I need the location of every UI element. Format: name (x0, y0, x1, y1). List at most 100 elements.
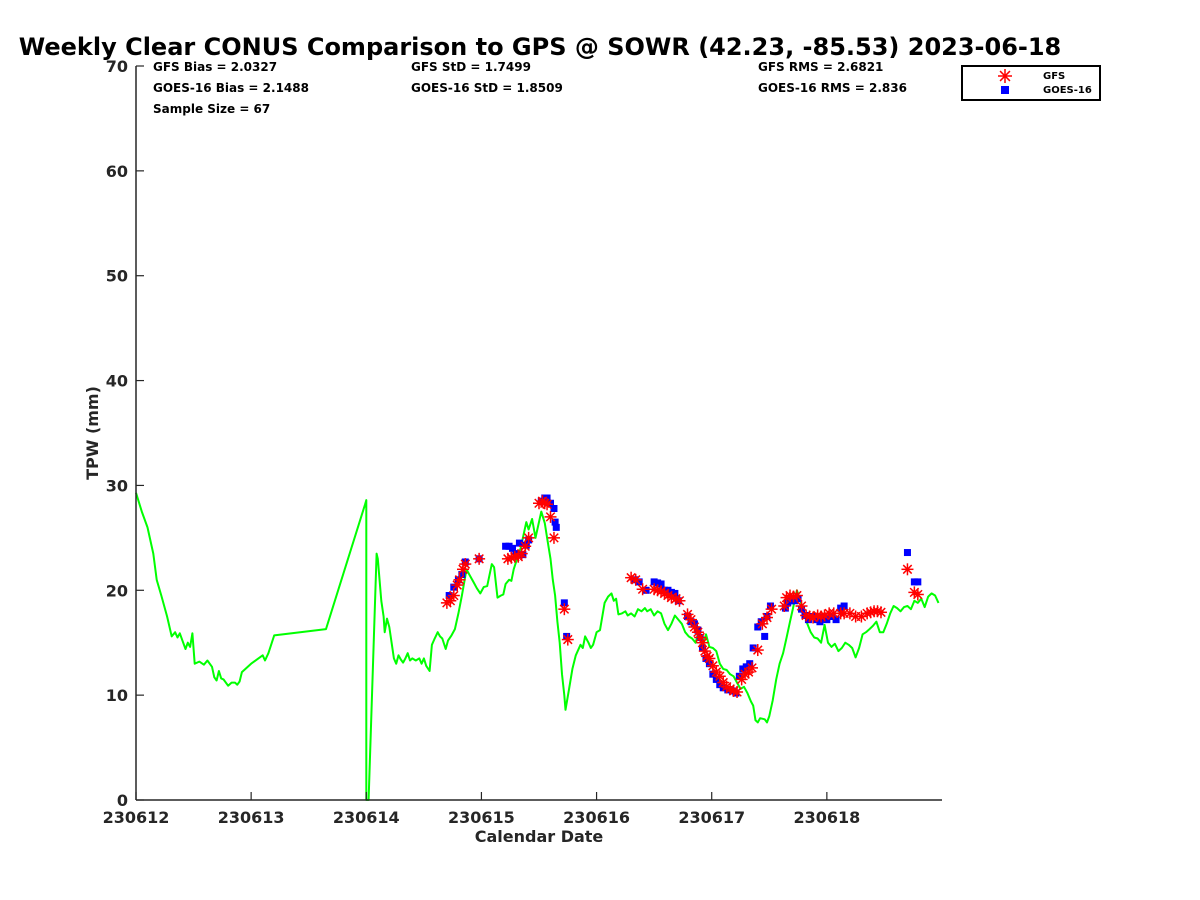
asterisk-stroke (689, 622, 700, 632)
x-tick-label: 230614 (333, 808, 400, 827)
asterisk-stroke (545, 512, 556, 522)
goes16-point (552, 523, 560, 531)
gfs-point (447, 589, 460, 602)
asterisk-stroke (674, 595, 685, 606)
asterisk-stroke (549, 533, 559, 543)
goes16-point (840, 602, 848, 610)
asterisk-stroke (460, 559, 471, 569)
legend-goes-square-marker (1001, 86, 1009, 94)
asterisk-stroke (523, 533, 534, 543)
gfs-point (756, 617, 769, 630)
goes16-point (560, 599, 568, 607)
asterisk-stroke (695, 632, 705, 643)
goes16-point (515, 539, 523, 547)
asterisk-stroke (686, 614, 696, 625)
asterisk-stroke (902, 564, 913, 575)
goes16-point (804, 616, 812, 624)
gfs-rms-stat: GFS RMS = 2.6821 (758, 60, 883, 74)
gfs-point (547, 531, 560, 544)
goes16-point (816, 618, 824, 626)
legend-goes-label: GOES-16 (1043, 85, 1092, 96)
gfs-point (541, 498, 554, 511)
goes-bias-stat: GOES-16 Bias = 2.1488 (153, 81, 309, 95)
asterisk-stroke (913, 589, 923, 600)
y-tick-label: 40 (106, 372, 128, 391)
goes16-point (914, 578, 922, 586)
x-tick-label: 230617 (678, 808, 745, 827)
gfs-point (459, 558, 472, 571)
gfs-point (713, 670, 726, 683)
asterisk-stroke (542, 499, 552, 510)
asterisk-stroke (563, 634, 573, 645)
gfs-point (751, 644, 764, 657)
asterisk-stroke (715, 671, 725, 682)
asterisk-stroke (747, 663, 757, 673)
gfs-point (544, 510, 557, 523)
gfs-point (790, 589, 803, 602)
asterisk-stroke (752, 645, 763, 655)
goes16-point (754, 623, 762, 631)
y-axis: 0 10 20 30 40 50 60 70 (106, 57, 144, 810)
gfs-point (765, 603, 778, 616)
gfs-point (558, 603, 571, 616)
asterisk-stroke (559, 604, 570, 614)
x-axis-label: Calendar Date (475, 827, 604, 846)
goes16-point (550, 504, 558, 512)
asterisk-stroke (732, 687, 742, 697)
y-tick-label: 10 (106, 686, 128, 705)
goes16-point (823, 616, 831, 624)
y-axis-label: TPW (mm) (83, 386, 102, 480)
asterisk-stroke (762, 612, 772, 623)
x-tick-label: 230612 (103, 808, 170, 827)
asterisk-stroke (828, 608, 839, 619)
goes16-point (749, 644, 757, 652)
gfs-point (874, 606, 887, 619)
gfs-point (746, 661, 759, 674)
goes16-point (563, 632, 571, 640)
asterisk-stroke (845, 608, 855, 619)
y-tick-label: 60 (106, 162, 128, 181)
gfs-point (760, 611, 773, 624)
asterisk-stroke (876, 607, 886, 618)
plot-area (135, 492, 940, 801)
x-axis: 230612 230613 230614 230615 230616 230617 2306… (103, 792, 942, 827)
goes16-point (761, 632, 769, 640)
asterisk-stroke (757, 619, 768, 629)
goes16-point (551, 518, 559, 526)
gfs-point (522, 531, 535, 544)
asterisk-stroke (637, 584, 648, 595)
asterisk-stroke (792, 590, 802, 601)
gfs-point (629, 573, 642, 586)
goes-std-stat: GOES-16 StD = 1.8509 (411, 81, 563, 95)
asterisk-stroke (474, 554, 484, 564)
gfs-point (778, 600, 791, 613)
gfs-point (453, 573, 466, 586)
goes16-point (458, 571, 466, 579)
legend-gfs-label: GFS (1043, 71, 1065, 82)
asterisk-stroke (454, 575, 465, 585)
y-tick-label: 70 (106, 57, 128, 76)
gfs-std-stat: GFS StD = 1.7499 (411, 60, 531, 74)
gfs-point (696, 636, 709, 649)
y-tick-label: 20 (106, 581, 128, 600)
gfs-point (731, 685, 744, 698)
goes16-point (657, 580, 665, 588)
x-tick-label: 230615 (448, 808, 515, 827)
y-tick-label: 0 (117, 791, 128, 810)
asterisk-stroke (666, 592, 677, 603)
goes16-point (709, 670, 717, 678)
gfs-point (561, 633, 574, 646)
gfs-point (473, 552, 486, 565)
legend-box (961, 65, 1101, 101)
x-tick-label: 230613 (218, 808, 285, 827)
x-tick-label: 230616 (563, 808, 630, 827)
gfs-point (911, 588, 924, 601)
goes16-point (794, 595, 802, 603)
gfs-point (673, 594, 686, 607)
asterisk-stroke (693, 627, 703, 638)
gfs-point (843, 607, 856, 620)
asterisk-stroke (630, 575, 641, 585)
goes16-point (903, 549, 911, 557)
goes16-point (635, 578, 643, 586)
